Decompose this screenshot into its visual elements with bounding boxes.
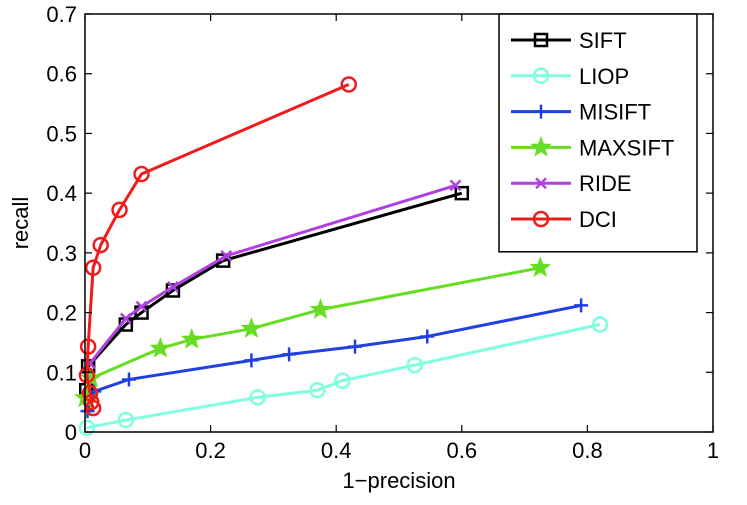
data-point-liop	[78, 419, 96, 437]
series-line-liop	[86, 323, 601, 430]
data-point-dci	[340, 76, 358, 93]
data-point-liop	[309, 381, 326, 399]
data-point-dci	[84, 259, 102, 277]
legend-marker	[534, 104, 548, 119]
x-tick-label: 0.4	[321, 438, 352, 463]
data-point-ride	[119, 312, 132, 325]
legend-marker	[533, 32, 549, 48]
legend: SIFT LIOP MISIFT MAXSIFT RIDE DCI	[498, 13, 698, 253]
x-tick-label: 0.6	[447, 438, 478, 463]
series-ride	[84, 179, 462, 370]
series-dci	[78, 76, 358, 417]
data-point-maxsift	[180, 328, 203, 349]
x-tick-label: 0	[79, 438, 91, 463]
legend-label: RIDE	[579, 171, 632, 196]
series-line-ride	[88, 183, 456, 365]
y-tick-label: 0.4	[46, 181, 77, 206]
data-point-maxsift	[149, 336, 172, 358]
data-point-ride	[449, 179, 462, 192]
data-point-misift	[121, 372, 136, 387]
legend-marker	[532, 210, 550, 228]
y-tick-label: 0.2	[46, 301, 77, 326]
legend-label: SIFT	[579, 28, 627, 53]
legend-label: DCI	[579, 207, 617, 232]
data-point-misift	[282, 347, 297, 362]
series-line-dci	[85, 83, 350, 409]
data-point-dci	[111, 201, 128, 219]
x-tick-label: 0.8	[572, 438, 603, 463]
y-tick-label: 0.3	[46, 241, 77, 266]
data-point-dci	[92, 236, 109, 254]
legend-label: MISIFT	[579, 100, 651, 125]
legend-marker	[530, 135, 552, 157]
legend-item-sift: SIFT	[511, 28, 627, 53]
data-point-dci	[133, 165, 150, 183]
x-axis-label: 1−precision	[342, 468, 455, 493]
data-point-misift	[420, 329, 435, 344]
legend-marker	[532, 67, 550, 85]
legend-box	[498, 13, 698, 253]
series-maxsift	[74, 256, 552, 408]
y-tick-label: 0.7	[46, 2, 77, 27]
data-point-maxsift	[80, 366, 103, 388]
legend-label: LIOP	[579, 64, 629, 89]
series-line-misift	[86, 303, 582, 412]
data-point-liop	[117, 411, 135, 429]
data-point-misift	[244, 353, 259, 368]
data-point-sift	[454, 185, 470, 201]
y-tick-label: 0.5	[46, 121, 77, 146]
data-point-misift	[348, 339, 363, 354]
data-point-ride	[167, 281, 179, 293]
legend-item-misift: MISIFT	[511, 100, 651, 125]
legend-item-maxsift: MAXSIFT	[511, 135, 674, 160]
y-axis-label: recall	[8, 197, 33, 250]
tick-layer: 0 0.2 0.4 0.6 0.8 1 0 0.1 0.2 0.3 0.4 0.5 0.6 0.7	[46, 2, 719, 463]
data-point-liop	[249, 389, 266, 406]
data-point-liop	[334, 372, 351, 389]
y-tick-label: 0	[65, 420, 77, 445]
plot-layer	[74, 76, 609, 437]
data-point-ride	[220, 249, 233, 262]
data-point-liop	[406, 356, 423, 374]
data-point-dci	[79, 338, 97, 355]
y-tick-label: 0.1	[46, 360, 77, 385]
legend-item-liop: LIOP	[511, 64, 629, 89]
data-point-misift	[574, 298, 589, 313]
data-point-maxsift	[240, 317, 263, 338]
x-tick-label: 1	[707, 438, 719, 463]
plot-frame	[84, 13, 714, 433]
data-point-maxsift	[309, 298, 332, 319]
legend-label: MAXSIFT	[579, 135, 674, 160]
series-liop	[78, 316, 609, 437]
data-point-ride	[135, 300, 148, 313]
legend-marker	[535, 177, 547, 190]
legend-item-ride: RIDE	[511, 171, 632, 196]
y-tick-label: 0.6	[46, 62, 77, 87]
x-tick-label: 0.2	[195, 438, 226, 463]
data-point-liop	[591, 316, 609, 333]
data-point-dci	[78, 367, 96, 384]
data-point-maxsift	[529, 256, 552, 278]
data-point-dci	[81, 384, 99, 402]
legend-item-dci: DCI	[511, 207, 617, 232]
